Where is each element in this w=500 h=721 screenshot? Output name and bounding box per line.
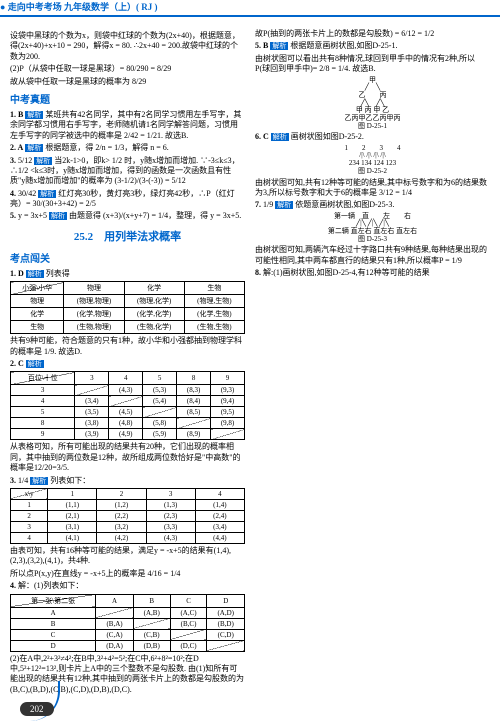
r-q8-num: 8. bbox=[255, 268, 261, 277]
analysis-tag: 解析 bbox=[25, 144, 43, 152]
r-q8: 8. 解:(1)画树状图,如图D-25-4,有12种等可能的结果 bbox=[255, 268, 490, 278]
analysis-tag: 解析 bbox=[49, 212, 67, 220]
t2-corner: 百位\十位 bbox=[11, 372, 75, 385]
q5: 5. y = 3x+5 解析 由题意得 (x+3)/(x+y+7) = 1/4，… bbox=[10, 211, 245, 221]
q3-l1: 5/12 bbox=[18, 156, 32, 165]
r-q3-num: 3. bbox=[10, 476, 16, 485]
kaodian-title: 考点闯关 bbox=[10, 250, 245, 265]
q3-num: 3. bbox=[10, 156, 16, 165]
page-header: ● 走向中考考场 九年级数学（上）( RJ ) bbox=[0, 0, 500, 17]
intro-text: 设袋中黑球的个数为x，则袋中红球的个数为(2x+40)，根据题意，得(2x+40… bbox=[10, 31, 245, 62]
r-q5-text: 根据题意画树状图,如图D-25-1. bbox=[290, 41, 397, 50]
q4-l1: 30/42 bbox=[18, 189, 36, 198]
r-q6-num: 6. C bbox=[255, 132, 269, 141]
r-q6-text: 画树状图如图D-25-2. bbox=[291, 132, 364, 141]
series-title: 走向中考考场 bbox=[8, 2, 62, 12]
r-q7-text: 依题意画树状图,如图D-25-3. bbox=[295, 200, 394, 209]
table3: x\y1234 1(1,1)(1,2)(1,3)(1,4) 2(2,1)(2,2… bbox=[10, 488, 245, 544]
q5-detail: 由题意得 (x+3)/(x+y+7) = 1/4，整理，得 y = 3x+5. bbox=[69, 211, 241, 220]
k1: 1. D 解析 列表得 bbox=[10, 269, 245, 279]
fig2-label: 图 D-25-2 bbox=[255, 168, 490, 176]
k1-text: 列表得 bbox=[46, 269, 70, 278]
table4: 第一张\第二张ABCD A(A,B)(A,C)(A,D) B(B,A)(B,C)… bbox=[10, 594, 245, 652]
r-q4: 4. 解：(1)列表如下： bbox=[10, 581, 245, 591]
q2-text: 根据题意，得 2/n = 1/3，解得 n = 6. bbox=[45, 143, 168, 152]
k1b: 共有9种可能，符合题意的只有1种，故小华和小强都抽到物理学科的概率是 1/9. … bbox=[10, 336, 245, 357]
q1: 1. B 解析 某班共有42名同学，其中有2名同学习惯用左手写字，其余同学都习惯… bbox=[10, 110, 245, 141]
page-content: 设袋中黑球的个数为x，则袋中红球的个数为(2x+40)，根据题意，得(2x+40… bbox=[0, 21, 500, 711]
r-q3: 3. 1/4 解析 列表如下： bbox=[10, 476, 245, 486]
analysis-tag: 解析 bbox=[26, 360, 44, 368]
r-q7-ans: 1/9 bbox=[263, 200, 273, 209]
tree3: 第一辆 直 左 右 ╱|╲ ╱|╲ ╱|╲ 第二辆 直左右 直左右 直左右 图 … bbox=[255, 213, 490, 244]
p2b: 故从袋中任取一球是黑球的概率为 8/29 bbox=[10, 77, 245, 87]
q3: 3. 5/12 解析 当2k-1>0，即k> 1/2 时，y随x增加而增加. ∵… bbox=[10, 156, 245, 187]
r-q3-text: 列表如下： bbox=[50, 476, 90, 485]
analysis-tag: 解析 bbox=[26, 270, 44, 278]
zhenti-title: 中考真题 bbox=[10, 91, 245, 106]
r-q8-text: 解:(1)画树状图,如图D-25-4,有12种等可能的结果 bbox=[263, 268, 430, 277]
analysis-tag: 解析 bbox=[38, 190, 56, 198]
analysis-tag: 解析 bbox=[34, 157, 52, 165]
analysis-tag: 解析 bbox=[275, 201, 293, 209]
table2: 百位\十位34589 3(4,3)(5,3)(8,3)(9,3) 4(3,4)(… bbox=[10, 371, 245, 440]
table1: 小强\小华物理化学生物 物理(物理,物理)(物理,化学)(物理,生物) 化学(化… bbox=[10, 281, 245, 334]
p2: (2)P（从袋中任取一球是黑球）= 80/290 = 8/29 bbox=[10, 64, 245, 74]
analysis-tag: 解析 bbox=[271, 133, 289, 141]
page-number: 202 bbox=[20, 702, 54, 716]
r-q3c: 所以点P(x,y)在直线y = -x+5上的概率是 4/16 = 1/4 bbox=[10, 569, 245, 579]
chapter-title: 25.2 用列举法求概率 bbox=[10, 228, 245, 244]
r-q4-text: 解：(1)列表如下： bbox=[18, 581, 83, 590]
q2: 2. A 解析 根据题意，得 2/n = 1/3，解得 n = 6. bbox=[10, 143, 245, 153]
fig1-label: 图 D-25-1 bbox=[255, 123, 490, 131]
t4-corner: 第一张\第二张 bbox=[11, 594, 96, 607]
r-q4-num: 4. bbox=[10, 581, 16, 590]
r-q3b: 由表可知，共有16种等可能的结果，满足y = -x+5的结果有(1,4),(2,… bbox=[10, 546, 245, 567]
k2-num: 2. C bbox=[10, 359, 24, 368]
header-dot: ● bbox=[0, 2, 5, 12]
header-subtitle: 九年级数学（上）( RJ ) bbox=[64, 2, 158, 12]
q5-text: y = 3x+5 bbox=[18, 211, 47, 220]
r-q7-num: 7. bbox=[255, 200, 261, 209]
q1-text: 某班共有42名同学，其中有2名同学习惯用左手写字，其余同学都习惯用右手写字，老师… bbox=[10, 110, 241, 140]
q1-num: 1. B bbox=[10, 110, 23, 119]
r-q5-num: 5. B bbox=[255, 41, 268, 50]
q2-num: 2. A bbox=[10, 143, 23, 152]
r-q4c: 故P(抽到的两张卡片上的数都是勾股数) = 6/12 = 1/2 bbox=[255, 29, 490, 39]
k1-num: 1. D bbox=[10, 269, 24, 278]
tree1: 甲 ╱ ╲ 乙 丙 ╱╲ ╱╲ 甲 丙 甲 乙 乙丙甲乙乙丙甲丙 图 D-25-… bbox=[255, 77, 490, 131]
tree2: 1 2 3 4 /|\ /|\ /|\ /|\ 234 134 124 123 … bbox=[255, 145, 490, 176]
k2: 2. C 解析 bbox=[10, 359, 245, 369]
analysis-tag: 解析 bbox=[270, 42, 288, 50]
r-q5b: 由树状图可以看出共有8种情况,球回到甲手中的情况有2种,所以P(球回到甲手中)=… bbox=[255, 54, 490, 75]
t1-corner: 小强\小华 bbox=[11, 282, 64, 295]
r-q6b: 由树状图可知,共有12种等可能的结果,其中标号数字和为6的结果数为3,所以标号数… bbox=[255, 178, 490, 199]
k2b: 从表格可知，所有可能出现的结果共有20种，它们出现的概率相同，其中抽到的两位数是… bbox=[10, 442, 245, 473]
r-q6: 6. C 解析 画树状图如图D-25-2. bbox=[255, 132, 490, 142]
r-q5: 5. B 解析 根据题意画树状图,如图D-25-1. bbox=[255, 41, 490, 51]
t3-corner: x\y bbox=[11, 488, 48, 499]
analysis-tag: 解析 bbox=[30, 477, 48, 485]
q4-num: 4. bbox=[10, 189, 16, 198]
r-q7: 7. 1/9 解析 依题意画树状图,如图D-25-3. bbox=[255, 200, 490, 210]
q4: 4. 30/42 解析 红灯亮30秒，黄灯亮3秒，绿灯亮42秒，∴P（红灯亮）=… bbox=[10, 189, 245, 210]
r-q3-ans: 1/4 bbox=[18, 476, 28, 485]
r-q7b: 由树状图可知,两辆汽车经过十字路口共有9种结果,每种结果出现的可能性相同,其中两… bbox=[255, 245, 490, 266]
q5-num: 5. bbox=[10, 211, 16, 220]
q3-calc: (3-1/2)/(3-(-3)) = 5/12 bbox=[115, 176, 186, 185]
fig3-label: 图 D-25-3 bbox=[255, 236, 490, 244]
analysis-tag: 解析 bbox=[25, 111, 43, 119]
